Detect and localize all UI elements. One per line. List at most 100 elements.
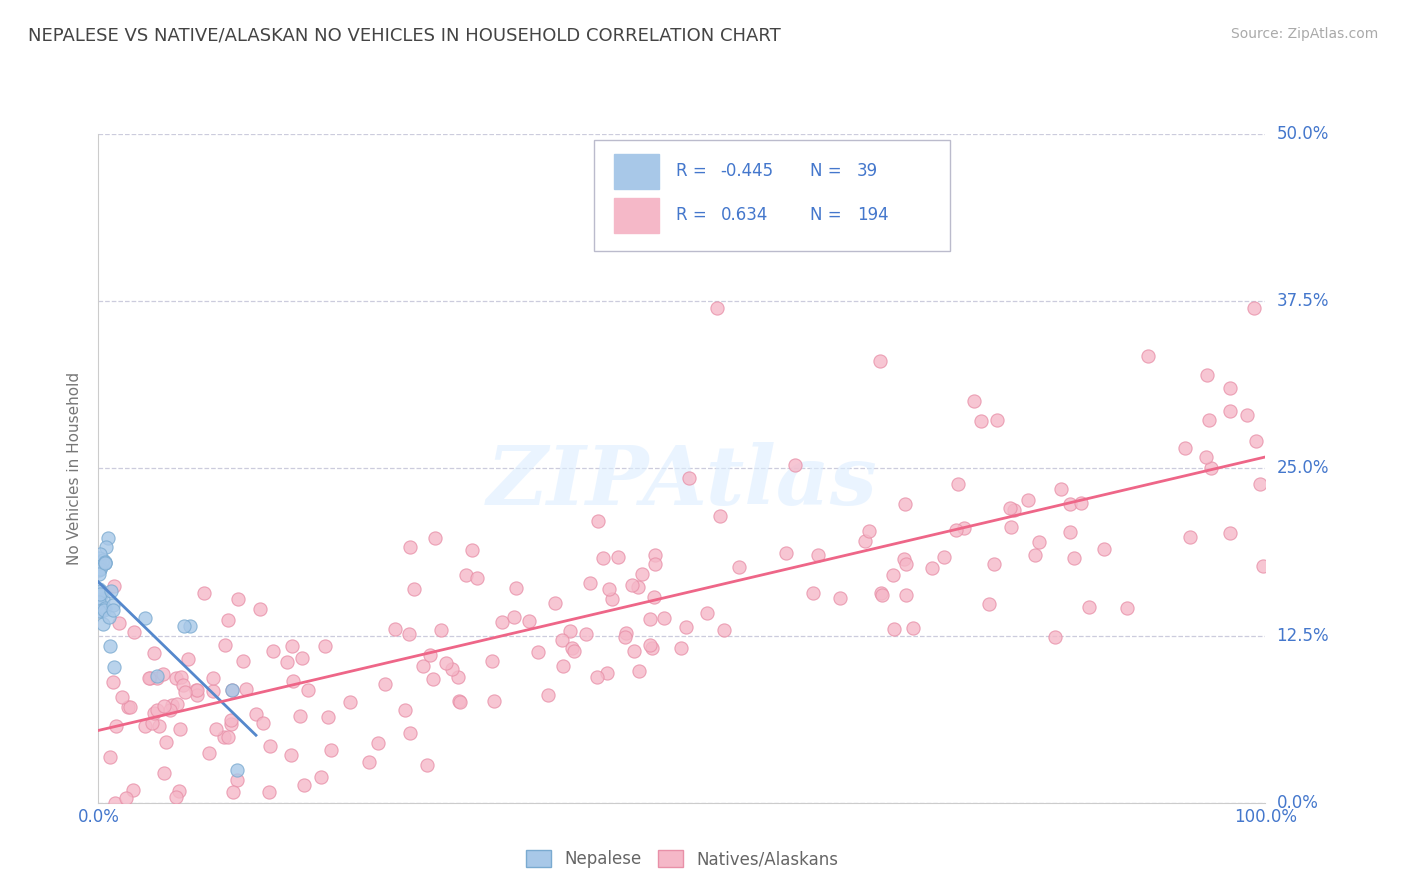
- Point: [669, 640, 692, 655]
- Y-axis label: No Vehicles in Household: No Vehicles in Household: [67, 372, 83, 565]
- Text: 39: 39: [856, 162, 879, 180]
- Point: [96, 541, 118, 555]
- Point: [412, 659, 434, 673]
- Point: [138, 671, 160, 685]
- Point: [1063, 550, 1085, 565]
- Point: [221, 714, 243, 728]
- Point: [585, 670, 607, 684]
- Point: [212, 730, 235, 744]
- Point: [294, 778, 316, 792]
- Point: [1178, 531, 1201, 545]
- Point: [103, 660, 125, 674]
- Point: [491, 615, 513, 629]
- Point: [89, 556, 111, 570]
- Point: [89, 547, 111, 561]
- Point: [198, 746, 221, 760]
- Point: [1070, 495, 1092, 509]
- Point: [165, 790, 187, 805]
- Point: [425, 531, 447, 545]
- Point: [97, 531, 120, 545]
- Point: [853, 534, 876, 549]
- Point: [713, 624, 735, 638]
- Point: [249, 602, 271, 616]
- Point: [586, 514, 609, 528]
- Point: [146, 669, 169, 683]
- Point: [921, 561, 943, 575]
- Point: [93, 553, 115, 567]
- Point: [104, 719, 127, 733]
- Point: [290, 709, 312, 723]
- Legend: Nepalese, Natives/Alaskans: Nepalese, Natives/Alaskans: [519, 843, 845, 875]
- Point: [977, 597, 1000, 611]
- Point: [728, 560, 751, 574]
- Point: [184, 683, 207, 698]
- Text: R =: R =: [676, 162, 711, 180]
- Point: [696, 606, 718, 620]
- Point: [201, 684, 224, 698]
- Point: [1195, 450, 1218, 465]
- Point: [606, 550, 628, 565]
- Text: ZIPAtlas: ZIPAtlas: [486, 442, 877, 522]
- Point: [894, 588, 917, 602]
- Point: [87, 582, 110, 596]
- Point: [893, 552, 915, 566]
- Point: [98, 750, 121, 764]
- Point: [108, 615, 131, 630]
- Point: [1219, 381, 1241, 395]
- Point: [706, 301, 728, 315]
- Point: [894, 497, 917, 511]
- Point: [481, 654, 503, 668]
- Point: [598, 582, 620, 596]
- Point: [367, 736, 389, 750]
- Point: [1244, 434, 1267, 448]
- Text: -0.445: -0.445: [720, 162, 773, 180]
- Text: 0.634: 0.634: [720, 206, 768, 225]
- Point: [186, 683, 208, 698]
- Point: [579, 575, 602, 590]
- Point: [214, 638, 236, 652]
- Point: [1115, 601, 1137, 615]
- Point: [544, 596, 567, 610]
- Point: [627, 664, 650, 678]
- Point: [87, 567, 110, 582]
- Point: [94, 601, 117, 615]
- Point: [221, 683, 243, 698]
- Point: [945, 523, 967, 537]
- Point: [613, 631, 636, 645]
- Point: [592, 550, 614, 565]
- Point: [1243, 301, 1265, 315]
- Point: [638, 638, 661, 652]
- Text: N =: N =: [810, 162, 848, 180]
- Point: [869, 354, 891, 368]
- Point: [217, 730, 239, 744]
- Point: [148, 719, 170, 733]
- Point: [830, 591, 852, 605]
- Point: [87, 563, 110, 577]
- Point: [643, 591, 665, 605]
- Point: [339, 695, 361, 709]
- Point: [93, 602, 115, 616]
- Point: [434, 656, 457, 670]
- Point: [1251, 559, 1274, 574]
- Point: [553, 659, 575, 673]
- Point: [170, 670, 193, 684]
- Point: [440, 662, 463, 676]
- Point: [155, 735, 177, 749]
- Point: [118, 699, 141, 714]
- Point: [465, 571, 488, 585]
- Point: [101, 603, 124, 617]
- Point: [291, 651, 314, 665]
- Point: [870, 588, 893, 602]
- Text: Source: ZipAtlas.com: Source: ZipAtlas.com: [1230, 27, 1378, 41]
- Point: [630, 566, 652, 581]
- Point: [89, 562, 111, 576]
- Point: [801, 586, 824, 600]
- Point: [177, 652, 200, 666]
- Point: [783, 458, 806, 472]
- Point: [90, 589, 112, 603]
- Point: [225, 763, 247, 777]
- Point: [94, 555, 117, 569]
- Point: [449, 694, 471, 708]
- Point: [219, 717, 242, 731]
- Point: [1017, 492, 1039, 507]
